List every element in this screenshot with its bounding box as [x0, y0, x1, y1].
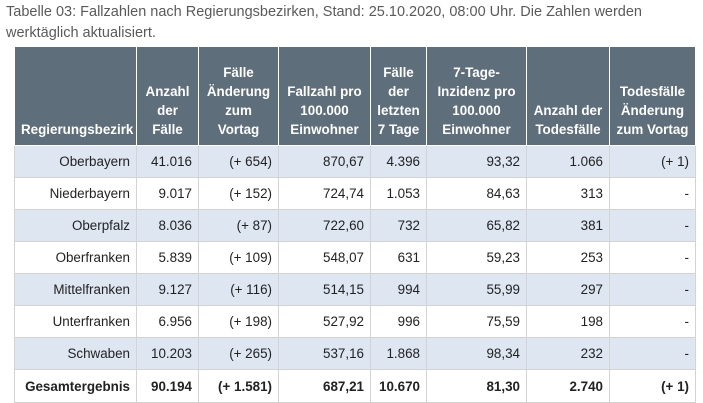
cell-anzahl-faelle: 8.036	[136, 209, 199, 242]
cell-total-todesfaelle-aenderung: (+ 1)	[609, 369, 696, 403]
cell-todesfaelle: 381	[526, 209, 610, 242]
cell-faelle-7-tage: 1.053	[370, 177, 427, 210]
col-header-todesfaelle-aenderung: Todesfälle Änderung zum Vortag	[609, 46, 696, 146]
cell-anzahl-faelle: 6.956	[136, 305, 199, 338]
cell-faelle-aenderung: (+ 265)	[198, 337, 279, 370]
cell-todesfaelle: 253	[526, 241, 610, 274]
col-header-faelle-7-tage: Fälle der letzten 7 Tage	[370, 46, 427, 146]
cell-anzahl-faelle: 10.203	[136, 337, 199, 370]
cell-total-todesfaelle: 2.740	[526, 369, 610, 403]
cell-faelle-aenderung: (+ 152)	[198, 177, 279, 210]
table-row-oberpfalz: Oberpfalz 8.036 (+ 87) 722,60 732 65,82 …	[14, 209, 696, 242]
cell-inzidenz: 59,23	[426, 241, 527, 274]
cell-inzidenz: 84,63	[426, 177, 527, 210]
cell-faelle-aenderung: (+ 87)	[198, 209, 279, 242]
cell-total-faelle-aenderung: (+ 1.581)	[198, 369, 279, 403]
cell-fallzahl: 724,74	[278, 177, 371, 210]
cell-regierungsbezirk: Unterfranken	[14, 305, 137, 338]
table-row-mittelfranken: Mittelfranken 9.127 (+ 116) 514,15 994 5…	[14, 273, 696, 306]
cell-anzahl-faelle: 41.016	[136, 145, 199, 178]
cell-fallzahl: 722,60	[278, 209, 371, 242]
cell-faelle-aenderung: (+ 109)	[198, 241, 279, 274]
cell-faelle-7-tage: 996	[370, 305, 427, 338]
cell-faelle-7-tage: 732	[370, 209, 427, 242]
cell-todesfaelle-aenderung: -	[609, 337, 696, 370]
cell-todesfaelle-aenderung: -	[609, 305, 696, 338]
cell-todesfaelle-aenderung: -	[609, 241, 696, 274]
cell-regierungsbezirk: Schwaben	[14, 337, 137, 370]
cell-inzidenz: 98,34	[426, 337, 527, 370]
cell-regierungsbezirk: Oberpfalz	[14, 209, 137, 242]
cell-anzahl-faelle: 9.017	[136, 177, 199, 210]
cell-faelle-7-tage: 4.396	[370, 145, 427, 178]
cell-anzahl-faelle: 9.127	[136, 273, 199, 306]
table-row-oberfranken: Oberfranken 5.839 (+ 109) 548,07 631 59,…	[14, 241, 696, 274]
cell-todesfaelle: 1.066	[526, 145, 610, 178]
cell-regierungsbezirk: Oberbayern	[14, 145, 137, 178]
cell-inzidenz: 75,59	[426, 305, 527, 338]
cell-inzidenz: 65,82	[426, 209, 527, 242]
cell-faelle-aenderung: (+ 116)	[198, 273, 279, 306]
col-header-regierungsbezirk: Regierungsbezirk	[14, 46, 137, 146]
cell-faelle-aenderung: (+ 198)	[198, 305, 279, 338]
cell-anzahl-faelle: 5.839	[136, 241, 199, 274]
col-header-anzahl-faelle: Anzahl der Fälle	[136, 46, 199, 146]
table-row-oberbayern: Oberbayern 41.016 (+ 654) 870,67 4.396 9…	[14, 145, 696, 178]
cell-todesfaelle: 297	[526, 273, 610, 306]
cell-total-label: Gesamtergebnis	[14, 369, 137, 403]
table-row-schwaben: Schwaben 10.203 (+ 265) 537,16 1.868 98,…	[14, 337, 696, 370]
col-header-7-tage-inzidenz: 7-Tage-Inzidenz pro 100.000 Einwohner	[426, 46, 527, 146]
cell-fallzahl: 537,16	[278, 337, 371, 370]
cell-fallzahl: 548,07	[278, 241, 371, 274]
cell-total-inzidenz: 81,30	[426, 369, 527, 403]
table-row-niederbayern: Niederbayern 9.017 (+ 152) 724,74 1.053 …	[14, 177, 696, 210]
table-row-unterfranken: Unterfranken 6.956 (+ 198) 527,92 996 75…	[14, 305, 696, 338]
cell-fallzahl: 527,92	[278, 305, 371, 338]
cell-todesfaelle-aenderung: -	[609, 177, 696, 210]
cell-todesfaelle: 313	[526, 177, 610, 210]
cell-inzidenz: 93,32	[426, 145, 527, 178]
cell-regierungsbezirk: Mittelfranken	[14, 273, 137, 306]
cell-faelle-7-tage: 994	[370, 273, 427, 306]
cell-total-fallzahl: 687,21	[278, 369, 371, 403]
cell-regierungsbezirk: Oberfranken	[14, 241, 137, 274]
cell-faelle-7-tage: 1.868	[370, 337, 427, 370]
cell-faelle-7-tage: 631	[370, 241, 427, 274]
col-header-faelle-aenderung: Fälle Änderung zum Vortag	[198, 46, 279, 146]
cell-todesfaelle-aenderung: -	[609, 273, 696, 306]
cell-total-faelle-7-tage: 10.670	[370, 369, 427, 403]
cell-todesfaelle-aenderung: (+ 1)	[609, 145, 696, 178]
cell-inzidenz: 55,99	[426, 273, 527, 306]
cell-regierungsbezirk: Niederbayern	[14, 177, 137, 210]
cell-todesfaelle-aenderung: -	[609, 209, 696, 242]
col-header-anzahl-todesfaelle: Anzahl der Todesfälle	[526, 46, 610, 146]
cell-fallzahl: 514,15	[278, 273, 371, 306]
cell-faelle-aenderung: (+ 654)	[198, 145, 279, 178]
case-numbers-table: Regierungsbezirk Anzahl der Fälle Fälle …	[14, 46, 696, 403]
cell-fallzahl: 870,67	[278, 145, 371, 178]
col-header-fallzahl-pro-100000: Fallzahl pro 100.000 Einwohner	[278, 46, 371, 146]
cell-total-anzahl-faelle: 90.194	[136, 369, 199, 403]
table-row-total: Gesamtergebnis 90.194 (+ 1.581) 687,21 1…	[14, 369, 696, 403]
table-caption: Tabelle 03: Fallzahlen nach Regierungsbe…	[6, 4, 642, 41]
cell-todesfaelle: 198	[526, 305, 610, 338]
header-row: Regierungsbezirk Anzahl der Fälle Fälle …	[14, 46, 696, 146]
cell-todesfaelle: 232	[526, 337, 610, 370]
